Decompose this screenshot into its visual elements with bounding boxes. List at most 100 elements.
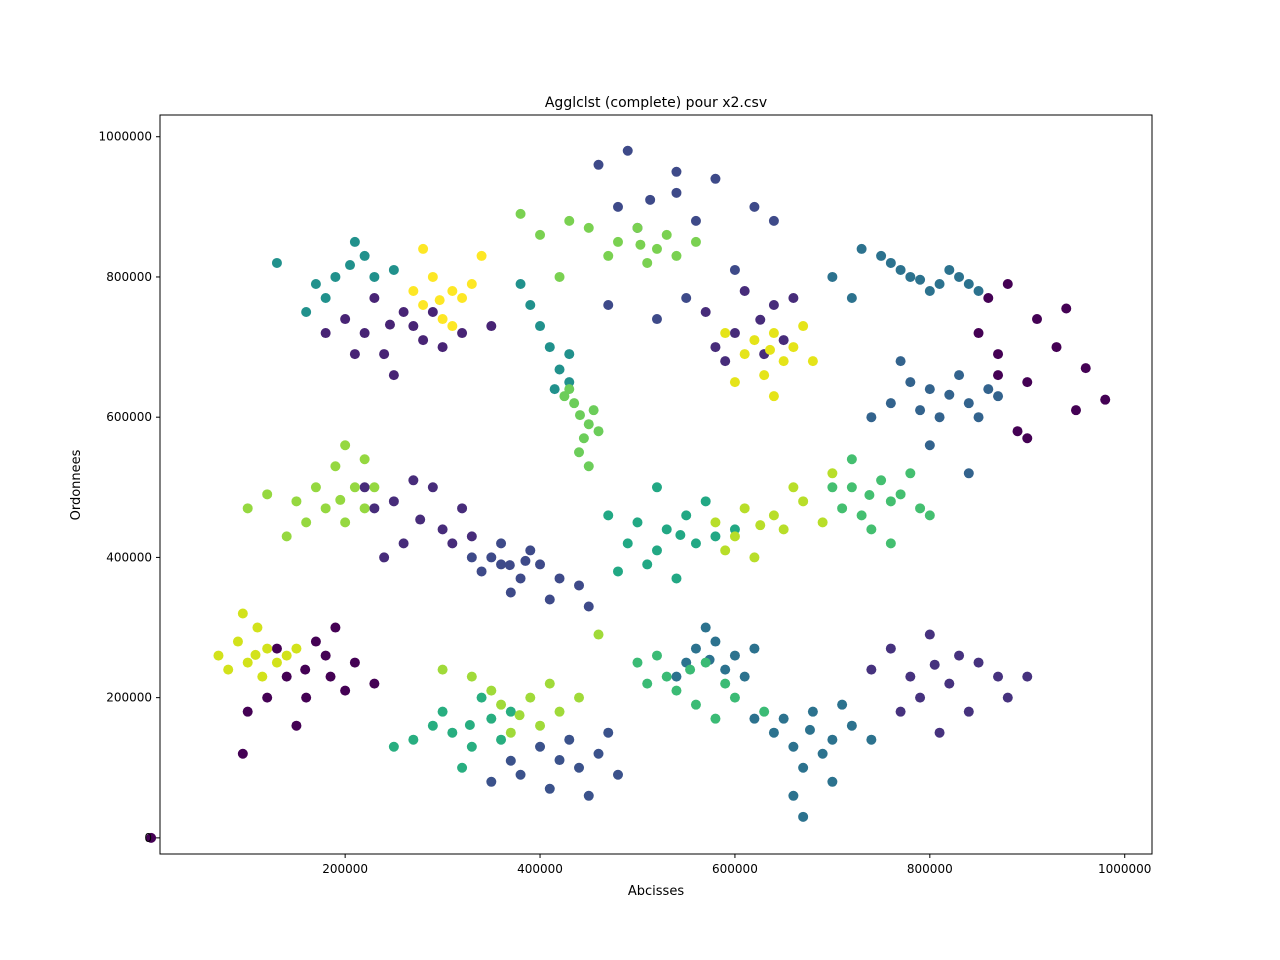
data-point xyxy=(301,307,312,318)
data-point xyxy=(583,601,594,612)
data-point xyxy=(690,236,701,247)
data-point xyxy=(583,790,594,801)
data-point xyxy=(569,398,580,409)
data-point xyxy=(457,292,468,303)
data-point xyxy=(578,433,589,444)
data-point xyxy=(720,328,731,339)
data-point xyxy=(710,517,721,528)
data-point xyxy=(340,685,351,696)
data-point xyxy=(1002,278,1013,289)
data-point xyxy=(398,307,409,318)
data-point xyxy=(418,243,429,254)
data-point xyxy=(710,636,721,647)
points-layer xyxy=(146,145,1111,843)
data-point xyxy=(759,370,770,381)
data-point xyxy=(310,636,321,647)
data-point xyxy=(408,285,419,296)
data-point xyxy=(768,510,779,521)
data-point xyxy=(496,538,507,549)
data-point xyxy=(885,538,896,549)
data-point xyxy=(837,699,848,710)
data-point xyxy=(807,706,818,717)
data-point xyxy=(778,335,789,346)
data-point xyxy=(486,321,497,332)
data-point xyxy=(651,482,662,493)
data-point xyxy=(588,405,599,416)
data-point xyxy=(1051,342,1062,353)
data-point xyxy=(476,250,487,261)
data-point xyxy=(755,520,766,531)
data-point xyxy=(544,678,555,689)
data-point xyxy=(330,271,341,282)
data-point xyxy=(993,349,1004,360)
data-point xyxy=(310,278,321,289)
data-point xyxy=(866,412,877,423)
data-point xyxy=(827,482,838,493)
data-point xyxy=(418,300,429,311)
data-point xyxy=(564,215,575,226)
data-point xyxy=(739,285,750,296)
data-point xyxy=(905,271,916,282)
data-point xyxy=(827,734,838,745)
data-point xyxy=(281,531,292,542)
x-axis-label: Abcisses xyxy=(628,884,684,899)
data-point xyxy=(749,643,760,654)
data-point xyxy=(340,314,351,325)
data-point xyxy=(720,664,731,675)
data-point xyxy=(437,664,448,675)
data-point xyxy=(359,482,370,493)
data-point xyxy=(325,671,336,682)
data-point xyxy=(700,657,711,668)
y-tick-label: 200000 xyxy=(106,691,152,705)
data-point xyxy=(320,292,331,303)
data-point xyxy=(271,657,282,668)
data-point xyxy=(876,475,887,486)
data-point xyxy=(330,622,341,633)
data-point xyxy=(427,271,438,282)
data-point xyxy=(954,271,965,282)
data-point xyxy=(915,405,926,416)
x-tick-label: 800000 xyxy=(907,862,953,876)
data-point xyxy=(408,734,419,745)
data-point xyxy=(661,671,672,682)
data-point xyxy=(359,250,370,261)
data-point xyxy=(515,278,526,289)
data-point xyxy=(514,710,525,721)
data-point xyxy=(804,724,815,735)
data-point xyxy=(574,762,585,773)
data-point xyxy=(583,222,594,233)
data-point xyxy=(846,720,857,731)
data-point xyxy=(934,727,945,738)
data-point xyxy=(895,356,906,367)
data-point xyxy=(564,734,575,745)
y-axis: 0 200000 400000 600000 800000 1000000 xyxy=(99,130,160,845)
data-point xyxy=(349,482,360,493)
data-point xyxy=(593,159,604,170)
data-point xyxy=(384,319,395,330)
data-point xyxy=(635,239,646,250)
data-point xyxy=(554,755,565,766)
data-point xyxy=(681,510,692,521)
data-point xyxy=(544,783,555,794)
data-point xyxy=(603,727,614,738)
data-point xyxy=(749,713,760,724)
data-point xyxy=(583,461,594,472)
data-point xyxy=(237,748,248,759)
data-point xyxy=(232,636,243,647)
data-point xyxy=(242,706,253,717)
data-point xyxy=(427,307,438,318)
data-point xyxy=(291,643,302,654)
data-point xyxy=(379,552,390,563)
data-point xyxy=(301,517,312,528)
data-point xyxy=(866,734,877,745)
data-point xyxy=(554,573,565,584)
data-point xyxy=(690,699,701,710)
data-point xyxy=(505,755,516,766)
data-point xyxy=(934,412,945,423)
data-point xyxy=(257,671,268,682)
data-point xyxy=(496,734,507,745)
data-point xyxy=(905,468,916,479)
data-point xyxy=(1100,394,1111,405)
data-point xyxy=(515,208,526,219)
data-point xyxy=(525,692,536,703)
